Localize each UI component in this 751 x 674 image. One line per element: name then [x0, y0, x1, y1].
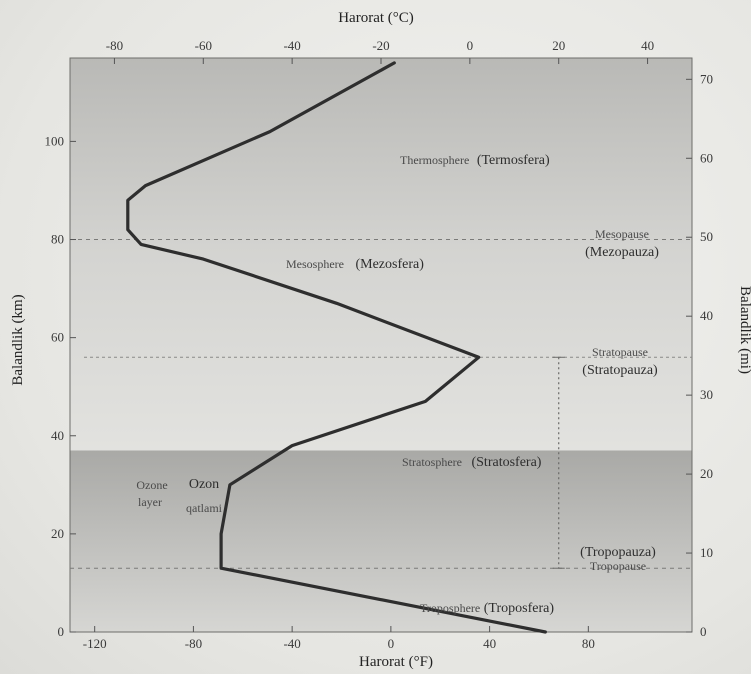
ozone-layer-label-en-2: layer	[138, 495, 162, 509]
ozone-layer-label-en-1: Ozone	[136, 478, 167, 492]
left-axis-tick-label: 100	[45, 133, 65, 148]
bottom-axis-tick-label: -120	[83, 636, 107, 651]
bottom-axis-title: Harorat (°F)	[359, 654, 433, 670]
top-axis-tick-label: 40	[641, 38, 654, 53]
stratosphere-label: Stratosphere (Stratosfera)	[402, 455, 542, 470]
mesopause-label: Mesopause	[595, 227, 649, 241]
temperature-profile-line	[126, 61, 547, 634]
top-axis-tick-label: -20	[372, 38, 389, 53]
left-axis-ticks: 0 20 40 60 80 100	[45, 133, 76, 639]
bottom-axis-tick-label: -40	[283, 636, 300, 651]
stratopause-local-label: (Stratopauza)	[582, 363, 658, 378]
right-axis-tick-label: 40	[700, 308, 713, 323]
ozone-layer-label-local-2: qatlami	[186, 501, 223, 515]
right-axis-tick-label: 60	[700, 150, 713, 165]
top-axis-title: Harorat (°C)	[338, 10, 414, 26]
bottom-axis-tick-label: -80	[185, 636, 202, 651]
ozone-layer-label-local-1: Ozon	[189, 477, 219, 492]
left-axis-tick-label: 20	[51, 526, 64, 541]
top-axis-tick-label: 0	[467, 38, 474, 53]
right-axis-title: Balandlik (mi)	[737, 286, 751, 374]
right-axis-tick-label: 20	[700, 466, 713, 481]
right-axis-tick-label: 70	[700, 71, 713, 86]
left-axis-tick-label: 40	[51, 428, 64, 443]
top-axis-tick-label: -80	[106, 38, 123, 53]
bottom-axis-tick-label: 40	[483, 636, 496, 651]
left-axis-tick-label: 0	[58, 624, 65, 639]
tropopause-label: Tropopause	[590, 559, 646, 573]
right-axis-tick-label: 0	[700, 624, 707, 639]
right-axis-ticks: 0 10 20 30 40 50 60 70	[686, 71, 713, 639]
left-axis-title: Balandlik (km)	[10, 294, 26, 385]
tropopause-local-label: (Tropopauza)	[580, 545, 656, 560]
bottom-axis-tick-label: 0	[388, 636, 395, 651]
mesosphere-label: Mesosphere (Mezosfera)	[286, 257, 424, 272]
top-axis-ticks: -80 -60 -40 -20 0 20 40	[106, 38, 654, 64]
mesopause-local-label: (Mezopauza)	[585, 245, 659, 260]
left-axis-tick-label: 80	[51, 232, 64, 247]
ozone-band	[70, 450, 692, 632]
top-axis-tick-label: 20	[552, 38, 565, 53]
plot-area-upper	[70, 58, 692, 451]
right-axis-tick-label: 10	[700, 545, 713, 560]
top-axis-tick-label: -40	[283, 38, 300, 53]
bottom-axis-ticks: -120 -80 -40 0 40 80	[83, 626, 595, 651]
left-axis-tick-label: 60	[51, 330, 64, 345]
stratopause-label: Stratopause	[592, 345, 648, 359]
bottom-axis-tick-label: 80	[582, 636, 595, 651]
right-axis-tick-label: 30	[700, 387, 713, 402]
troposphere-label: Troposphere (Troposfera)	[420, 601, 554, 616]
top-axis-tick-label: -60	[195, 38, 212, 53]
thermosphere-label: Thermosphere (Termosfera)	[400, 153, 550, 168]
right-axis-tick-label: 50	[700, 229, 713, 244]
